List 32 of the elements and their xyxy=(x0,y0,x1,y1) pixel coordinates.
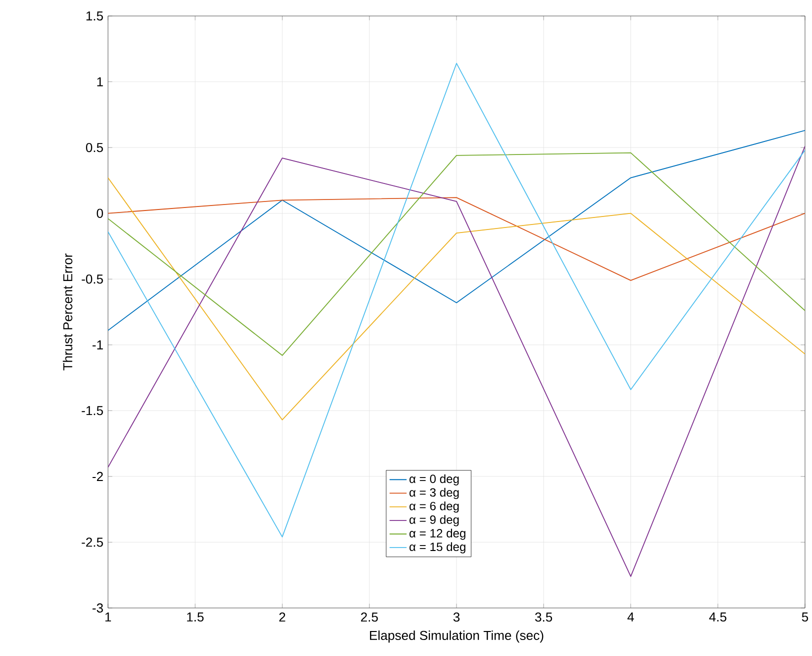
line-series xyxy=(108,130,806,331)
legend-label: α = 6 deg xyxy=(410,502,459,513)
x-axis-title: Elapsed Simulation Time (sec) xyxy=(370,630,544,643)
y-tick-label: 0.5 xyxy=(86,142,103,152)
legend-label: α = 12 deg xyxy=(410,528,466,540)
y-tick-label: 1.5 xyxy=(86,11,103,21)
x-tick-label: 5 xyxy=(802,612,808,622)
legend-label: α = 3 deg xyxy=(410,488,459,500)
line-series xyxy=(108,146,806,577)
legend-label: α = 9 deg xyxy=(410,515,459,526)
line-series xyxy=(108,177,806,420)
y-tick-label: 1 xyxy=(97,77,103,86)
x-tick-label: 4.5 xyxy=(709,612,726,622)
x-tick-label: 2 xyxy=(279,612,286,622)
x-tick-label: 3 xyxy=(453,612,460,622)
y-tick-label: -0.5 xyxy=(82,274,103,284)
y-tick-label: -2.5 xyxy=(82,538,103,547)
y-axis-title: Thrust Percent Error xyxy=(62,254,72,370)
line-series xyxy=(108,197,806,281)
x-tick-label: 2.5 xyxy=(361,612,378,622)
line-series xyxy=(108,152,806,356)
y-tick-label: -2 xyxy=(92,472,103,481)
x-tick-label: 1.5 xyxy=(187,612,204,622)
legend-label: α = 0 deg xyxy=(410,474,459,486)
x-tick-label: 4 xyxy=(627,612,634,622)
y-tick-label: 0 xyxy=(96,208,103,218)
legend-label: α = 15 deg xyxy=(410,542,466,554)
y-tick-label: -1.5 xyxy=(82,406,103,416)
y-tick-label: -1 xyxy=(92,340,103,350)
y-tick-label: -3 xyxy=(92,603,103,613)
x-tick-label: 3.5 xyxy=(535,612,552,622)
x-tick-label: 1 xyxy=(105,612,111,622)
